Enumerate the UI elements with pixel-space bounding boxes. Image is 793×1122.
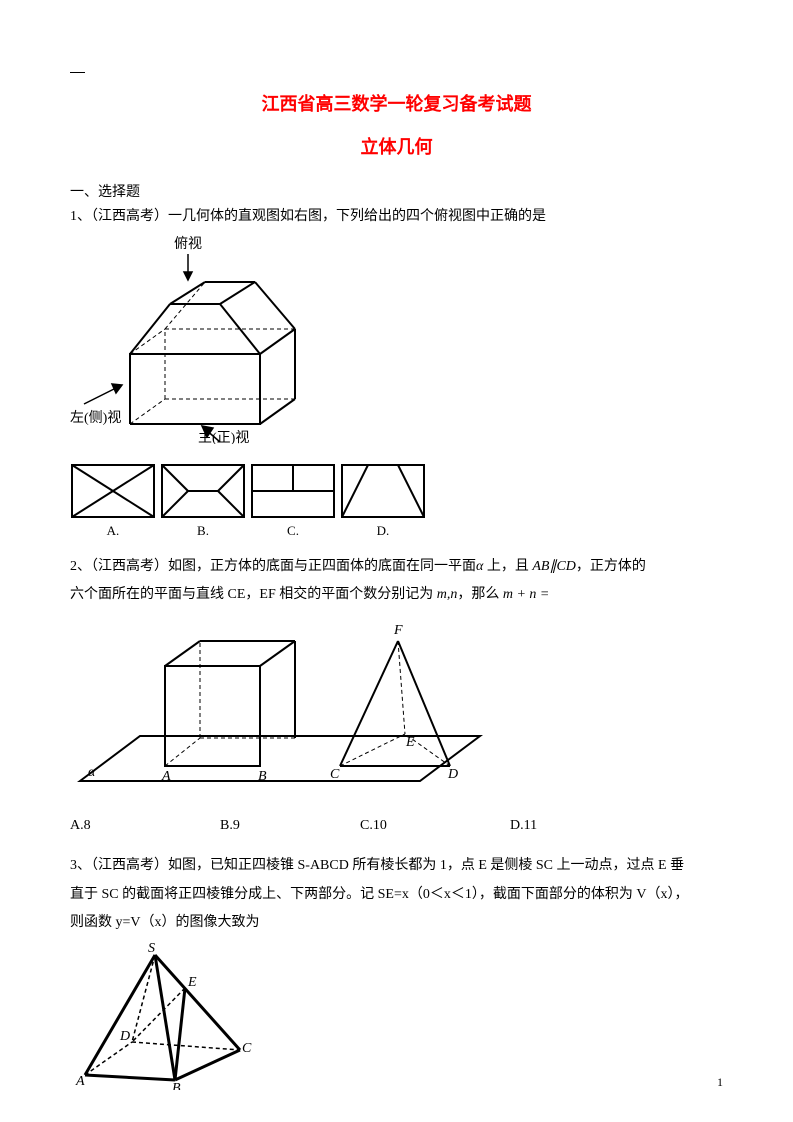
q1-option-a-label: A.: [70, 521, 156, 542]
q2-mn: m,n: [437, 587, 458, 602]
q2-opt-c: C.10: [360, 815, 510, 837]
q2-l2-mid: ，那么: [457, 587, 499, 602]
svg-text:B: B: [172, 1081, 181, 1090]
q2-opt-b: B.9: [220, 815, 360, 837]
q1-option-a: A.: [70, 463, 156, 542]
svg-text:D: D: [447, 767, 458, 782]
q2-l1-pre: 2、（江西高考）如图，正方体的底面与正四面体的底面在同一平面: [70, 559, 476, 574]
question-3-line1: 3、（江西高考）如图，已知正四棱锥 S-ABCD 所有棱长都为 1，点 E 是侧…: [70, 855, 723, 877]
q2-l1-post: ，正方体的: [576, 559, 646, 574]
q2-figure: α A B: [70, 616, 723, 804]
svg-text:F: F: [393, 623, 403, 638]
q1-option-d: D.: [340, 463, 426, 542]
svg-text:C: C: [242, 1041, 252, 1056]
q2-answers: A.8 B.9 C.10 D.11: [70, 815, 723, 837]
q2-opt-a: A.8: [70, 815, 220, 837]
q1-options-row: A. B. C. D.: [70, 463, 723, 542]
question-3-line2: 直于 SC 的截面将正四棱锥分成上、下两部分。记 SE=x（0＜x＜1），截面下…: [70, 884, 723, 906]
q1-option-d-label: D.: [340, 521, 426, 542]
svg-text:E: E: [187, 975, 197, 990]
svg-text:C: C: [330, 767, 340, 782]
q2-opt-d: D.11: [510, 815, 537, 837]
q2-l2-pre: 六个面所在的平面与直线 CE，EF 相交的平面个数分别记为: [70, 587, 433, 602]
q2-abcd: AB∥CD: [532, 559, 576, 574]
q1-option-c-label: C.: [250, 521, 336, 542]
header-rule: [70, 72, 85, 73]
title-main: 江西省高三数学一轮复习备考试题: [70, 90, 723, 119]
svg-text:α: α: [88, 765, 96, 780]
svg-text:E: E: [405, 735, 415, 750]
title-sub: 立体几何: [70, 133, 723, 162]
label-left-view: 左(侧)视: [70, 410, 121, 426]
q2-l1-mid: 上，且: [483, 559, 529, 574]
svg-text:S: S: [148, 941, 155, 956]
q1-option-c: C.: [250, 463, 336, 542]
q1-option-b-label: B.: [160, 521, 246, 542]
svg-text:A: A: [161, 769, 171, 784]
label-front-view: 主(正)视: [198, 430, 249, 444]
svg-text:D: D: [119, 1029, 130, 1044]
svg-text:A: A: [75, 1074, 85, 1089]
q1-main-figure: 俯视 左(侧)视 主(正)视: [70, 234, 723, 452]
page-number: 1: [717, 1073, 723, 1092]
question-2-line1: 2、（江西高考）如图，正方体的底面与正四面体的底面在同一平面α 上，且 AB∥C…: [70, 556, 723, 578]
q2-mpn: m + n =: [503, 587, 550, 602]
q1-option-b: B.: [160, 463, 246, 542]
question-2-line2: 六个面所在的平面与直线 CE，EF 相交的平面个数分别记为 m,n，那么 m +…: [70, 584, 723, 606]
question-1-text: 1、（江西高考）一几何体的直观图如右图，下列给出的四个俯视图中正确的是: [70, 206, 723, 228]
svg-text:B: B: [258, 769, 267, 784]
question-3-line3: 则函数 y=V（x）的图像大致为: [70, 912, 723, 934]
label-top-view: 俯视: [174, 236, 202, 252]
q3-figure: S E A B C D: [70, 940, 723, 1098]
section-1-heading: 一、选择题: [70, 182, 723, 204]
